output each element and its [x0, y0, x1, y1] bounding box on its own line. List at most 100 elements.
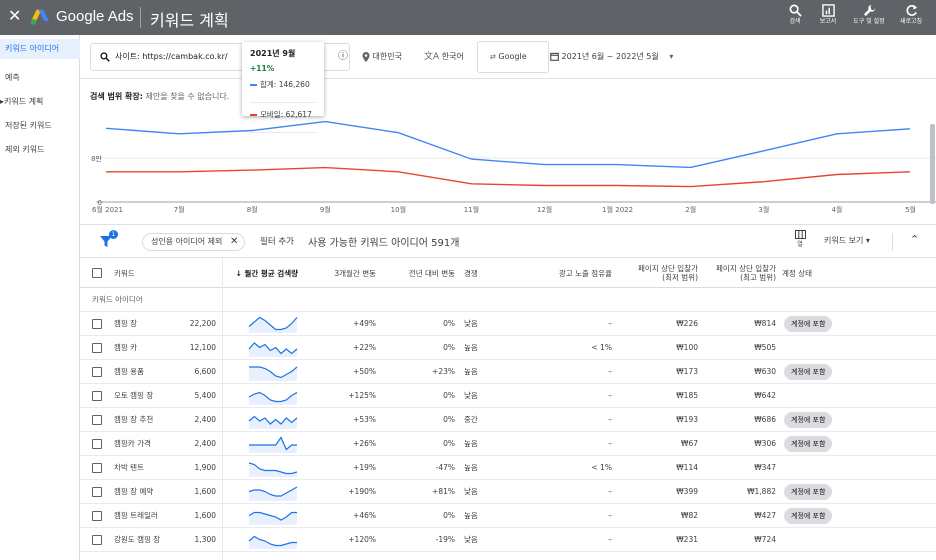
header-bid-high[interactable]: 페이지 상단 입찰가 (최고 범위)	[716, 264, 776, 282]
search-volume-chart: 0 8만 6월 2021 7월 8월 9월 10월 11월 12월 1월 2022 2월 3월 4월 5월	[91, 120, 936, 214]
avg-searches-cell: 12,100	[189, 343, 216, 352]
row-checkbox[interactable]	[92, 415, 102, 425]
row-checkbox[interactable]	[92, 463, 102, 473]
site-search-input[interactable]: 사이트: https://cambak.co.kr/	[90, 43, 350, 71]
row-checkbox[interactable]	[92, 391, 102, 401]
header-bid-low[interactable]: 페이지 상단 입찰가 (최저 범위)	[638, 264, 698, 282]
sidebar-item-saved-keywords[interactable]: 저장된 키워드	[5, 121, 52, 130]
columns-icon	[794, 230, 806, 239]
select-all-checkbox[interactable]	[92, 268, 102, 278]
row-checkbox[interactable]	[92, 367, 102, 377]
x-tick-label: 4월	[831, 205, 842, 214]
expand-search-hint: 검색 범위 확장: 제안을 찾을 수 없습니다.	[90, 91, 229, 102]
sparkline-area	[249, 536, 297, 549]
network-selector[interactable]: ⇄ Google	[477, 41, 549, 73]
sidebar-item-keyword-ideas[interactable]: 키워드 아이디어	[0, 39, 80, 59]
table-row[interactable]: 캠핑 카 12,100 +22% 0% 높음 < 1% ₩100 ₩505	[80, 336, 936, 360]
sidebar-item-keyword-plan[interactable]: ▸키워드 계획	[0, 92, 80, 112]
yoy-change-cell: 0%	[443, 391, 455, 400]
account-status-button[interactable]: 계정에 포함	[784, 508, 833, 524]
adult-ideas-filter-chip[interactable]: 성인용 아이디어 제외 ✕	[142, 233, 246, 251]
tooltip-change: +11%	[250, 64, 275, 73]
x-tick-label: 5월	[905, 205, 916, 214]
header-yoy-change[interactable]: 전년 대비 변동	[408, 268, 455, 278]
header-account-status[interactable]: 계정 상태	[782, 268, 812, 278]
yoy-change-cell: 0%	[443, 439, 455, 448]
header-keyword[interactable]: 키워드	[114, 268, 135, 278]
impression-share-cell: –	[608, 511, 612, 520]
row-checkbox[interactable]	[92, 511, 102, 521]
bid-low-cell: ₩185	[676, 391, 698, 400]
sparkline-line	[249, 366, 298, 379]
table-row[interactable]: 캠핑카 가격 2,400 +26% 0% 높음 – ₩67 ₩306 계정에 포함	[80, 432, 936, 456]
sparkline-line	[248, 316, 298, 331]
bid-low-cell: ₩231	[676, 535, 698, 544]
date-range-selector[interactable]: 2021년 6월 ~ 2022년 5월 ▾	[550, 43, 673, 71]
tools-button[interactable]: 도구 및 설정	[847, 4, 891, 25]
impression-share-cell: –	[608, 439, 612, 448]
language-selector[interactable]: 文A 한국어	[424, 43, 464, 71]
three-month-change-cell: +50%	[353, 367, 376, 376]
filter-count-badge: 1	[109, 230, 118, 239]
table-row[interactable]: 오토 캠핑 장 5,400 +125% 0% 낮음 – ₩185 ₩642	[80, 384, 936, 408]
header-avg-searches[interactable]: ↓ 월간 평균 검색량	[235, 268, 298, 278]
row-checkbox[interactable]	[92, 343, 102, 353]
site-url-value: 사이트: https://cambak.co.kr/	[115, 52, 228, 61]
account-status-button[interactable]: 계정에 포함	[784, 412, 833, 428]
account-status-button[interactable]: 계정에 포함	[784, 436, 833, 452]
chip-close-icon[interactable]: ✕	[229, 236, 239, 247]
avg-searches-cell: 6,600	[194, 367, 216, 376]
sidebar-item-forecast[interactable]: 예측	[5, 73, 20, 82]
collapse-icon[interactable]: ⌃	[910, 233, 920, 246]
account-status-button[interactable]: 계정에 포함	[784, 316, 833, 332]
tooltip-mobile-row: 모바일: 62,617	[250, 109, 316, 133]
info-icon[interactable]: ⓘ	[338, 51, 348, 62]
sparkline-line	[248, 391, 298, 403]
row-checkbox[interactable]	[92, 535, 102, 545]
location-selector[interactable]: 대한민국	[362, 43, 402, 71]
table-row[interactable]: 강원도 캠핑 장 1,300 +120% -19% 낮음 – ₩231 ₩724	[80, 528, 936, 552]
bid-low-cell: ₩399	[676, 487, 698, 496]
table-row[interactable]: 캠핑 트레일러 1,600 +46% 0% 높음 – ₩82 ₩427 계정에 포함	[80, 504, 936, 528]
reports-button[interactable]: 보고서	[806, 4, 850, 25]
bid-low-cell: ₩173	[676, 367, 698, 376]
refresh-button[interactable]: 새로고침	[889, 4, 933, 25]
header-impression-share[interactable]: 광고 노출 점유율	[558, 268, 612, 278]
sidebar-item-negative-keywords[interactable]: 제외 키워드	[5, 145, 45, 154]
impression-share-cell: –	[608, 391, 612, 400]
row-checkbox[interactable]	[92, 487, 102, 497]
trend-sparkline	[248, 342, 298, 357]
close-icon[interactable]: ✕	[8, 6, 22, 25]
account-status-button[interactable]: 계정에 포함	[784, 484, 833, 500]
table-row[interactable]: 캠핑 장 22,200 +49% 0% 낮음 – ₩226 ₩814 계정에 포함	[80, 312, 936, 336]
header-competition[interactable]: 경쟁	[464, 268, 478, 278]
table-row[interactable]: 캠핑 장 예약 1,600 +190% +81% 낮음 – ₩399 ₩1,882 계정에 포함	[80, 480, 936, 504]
bid-low-cell: ₩82	[681, 511, 698, 520]
row-checkbox[interactable]	[92, 439, 102, 449]
add-filter-button[interactable]: 필터 추가	[260, 237, 294, 247]
filter-icon[interactable]	[100, 235, 114, 248]
table-row[interactable]: 캠핑 장 추천 2,400 +53% 0% 중간 – ₩193 ₩686 계정에 포함	[80, 408, 936, 432]
bid-high-cell: ₩505	[754, 343, 776, 352]
expand-label: 검색 범위 확장:	[90, 92, 143, 101]
keyword-view-dropdown[interactable]: 키워드 보기 ▾	[824, 235, 870, 246]
keyword-cell: 캠핑 카	[114, 343, 138, 352]
refresh-label: 새로고침	[899, 18, 923, 25]
sparkline-line	[248, 535, 297, 547]
bid-high-cell: ₩347	[754, 463, 776, 472]
header-three-month-change[interactable]: 3개월간 변동	[334, 268, 376, 278]
impression-share-cell: < 1%	[591, 463, 612, 472]
account-status-button[interactable]: 계정에 포함	[784, 364, 833, 380]
impression-share-cell: –	[608, 367, 612, 376]
row-checkbox[interactable]	[92, 319, 102, 329]
language-value: 한국어	[441, 52, 464, 61]
y-tick-label: 0	[98, 199, 102, 207]
table-row[interactable]: 캠핑 용품 6,600 +50% +23% 높음 – ₩173 ₩630 계정에 포함	[80, 360, 936, 384]
search-button[interactable]: 검색	[773, 4, 817, 25]
vertical-scrollbar[interactable]	[930, 124, 935, 204]
table-row[interactable]: 차박 텐트 1,900 +19% -47% 높음 < 1% ₩114 ₩347	[80, 456, 936, 480]
keyword-cell: 캠핑 트레일러	[114, 511, 158, 520]
three-month-change-cell: +26%	[353, 439, 376, 448]
y-tick-label: 8만	[91, 154, 102, 163]
columns-button[interactable]: 열	[790, 230, 810, 249]
